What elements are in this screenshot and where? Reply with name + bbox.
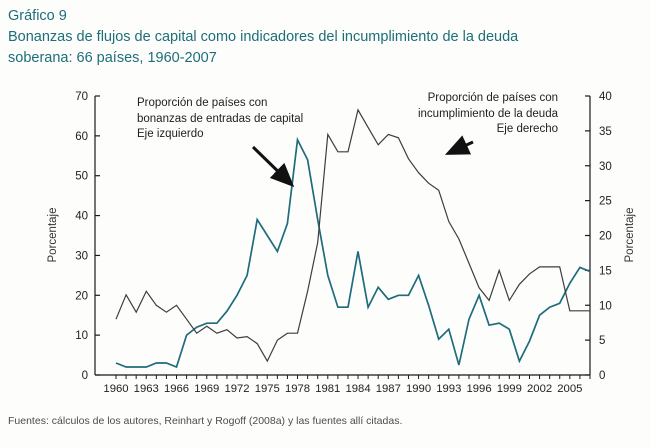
left-tick-label: 30 <box>75 250 88 262</box>
x-tick-label: 1969 <box>194 383 219 395</box>
x-tick-label: 1975 <box>255 383 280 395</box>
x-tick-label: 2005 <box>557 383 582 395</box>
annotation-incumplimiento: Proporción de países con incumplimiento … <box>358 91 558 138</box>
annotation-line: Eje izquierdo <box>137 128 204 140</box>
left-tick-label: 0 <box>82 370 88 382</box>
x-tick-label: 1984 <box>345 383 370 395</box>
chart-title-line1: Bonanzas de flujos de capital como indic… <box>8 29 519 45</box>
series-0 <box>115 136 591 369</box>
annotation-line: Proporción de países con <box>137 97 268 109</box>
x-tick-label: 2002 <box>527 383 552 395</box>
right-axis-title: Porcentaje <box>624 208 636 263</box>
annotation-line: bonanzas de entradas de capital <box>137 112 304 125</box>
x-tick-label: 1966 <box>164 383 189 395</box>
chart-number: Gráfico 9 <box>8 8 67 24</box>
right-tick-label: 20 <box>599 231 612 243</box>
x-tick-label: 1960 <box>103 383 128 395</box>
left-tick-label: 10 <box>75 330 88 342</box>
right-axis-ticks: 0 5 10 15 20 25 30 35 40 <box>585 91 612 382</box>
chart-title-line2: soberana: 66 países, 1960-2007 <box>8 50 217 66</box>
left-tick-label: 70 <box>75 91 88 103</box>
x-tick-label: 1972 <box>224 383 249 395</box>
left-tick-label: 20 <box>75 290 88 302</box>
x-tick-label: 1987 <box>376 383 401 395</box>
left-axis-title: Porcentaje <box>47 208 59 263</box>
x-axis-ticks: 1960 1963 1966 1969 1972 1975 1978 1981 1984 1987… <box>103 375 591 395</box>
x-tick-label: 1978 <box>285 383 310 395</box>
left-tick-label: 40 <box>75 211 88 223</box>
series-line-bonanzas <box>115 136 591 369</box>
x-tick-label: 1963 <box>134 383 159 395</box>
chart-title-block: Gráfico 9 Bonanzas de flujos de capital … <box>8 6 518 69</box>
x-tick-label: 1981 <box>315 383 340 395</box>
source-note: Fuentes: cálculos de los autores, Reinha… <box>8 415 403 427</box>
left-axis-ticks: 0 10 20 30 40 50 60 70 <box>75 91 100 382</box>
right-tick-label: 25 <box>599 196 612 208</box>
x-tick-label: 1990 <box>406 383 431 395</box>
right-tick-label: 35 <box>599 126 612 138</box>
left-tick-label: 60 <box>75 131 88 143</box>
x-tick-label: 1993 <box>436 383 461 395</box>
right-tick-label: 5 <box>599 335 605 347</box>
annotation-line: incumplimiento de la deuda <box>417 107 558 120</box>
annotation-line: Eje derecho <box>496 123 558 135</box>
annotation-line: Proporción de países con <box>427 92 558 104</box>
x-tick-label: 1996 <box>466 383 491 395</box>
x-tick-label: 1999 <box>497 383 522 395</box>
right-tick-label: 10 <box>599 300 612 312</box>
left-annotation-arrow <box>251 145 295 188</box>
series-1 <box>115 108 590 363</box>
series-line-incumplimiento <box>115 108 590 363</box>
right-tick-label: 0 <box>599 370 605 382</box>
annotation-bonanzas: Proporción de países con bonanzas de ent… <box>137 96 303 143</box>
right-tick-label: 40 <box>599 91 612 103</box>
right-tick-label: 30 <box>599 161 612 173</box>
right-annotation-arrow <box>444 135 474 155</box>
right-tick-label: 15 <box>599 265 612 277</box>
left-tick-label: 50 <box>75 171 88 183</box>
axis-titles: Porcentaje Porcentaje <box>47 208 636 263</box>
